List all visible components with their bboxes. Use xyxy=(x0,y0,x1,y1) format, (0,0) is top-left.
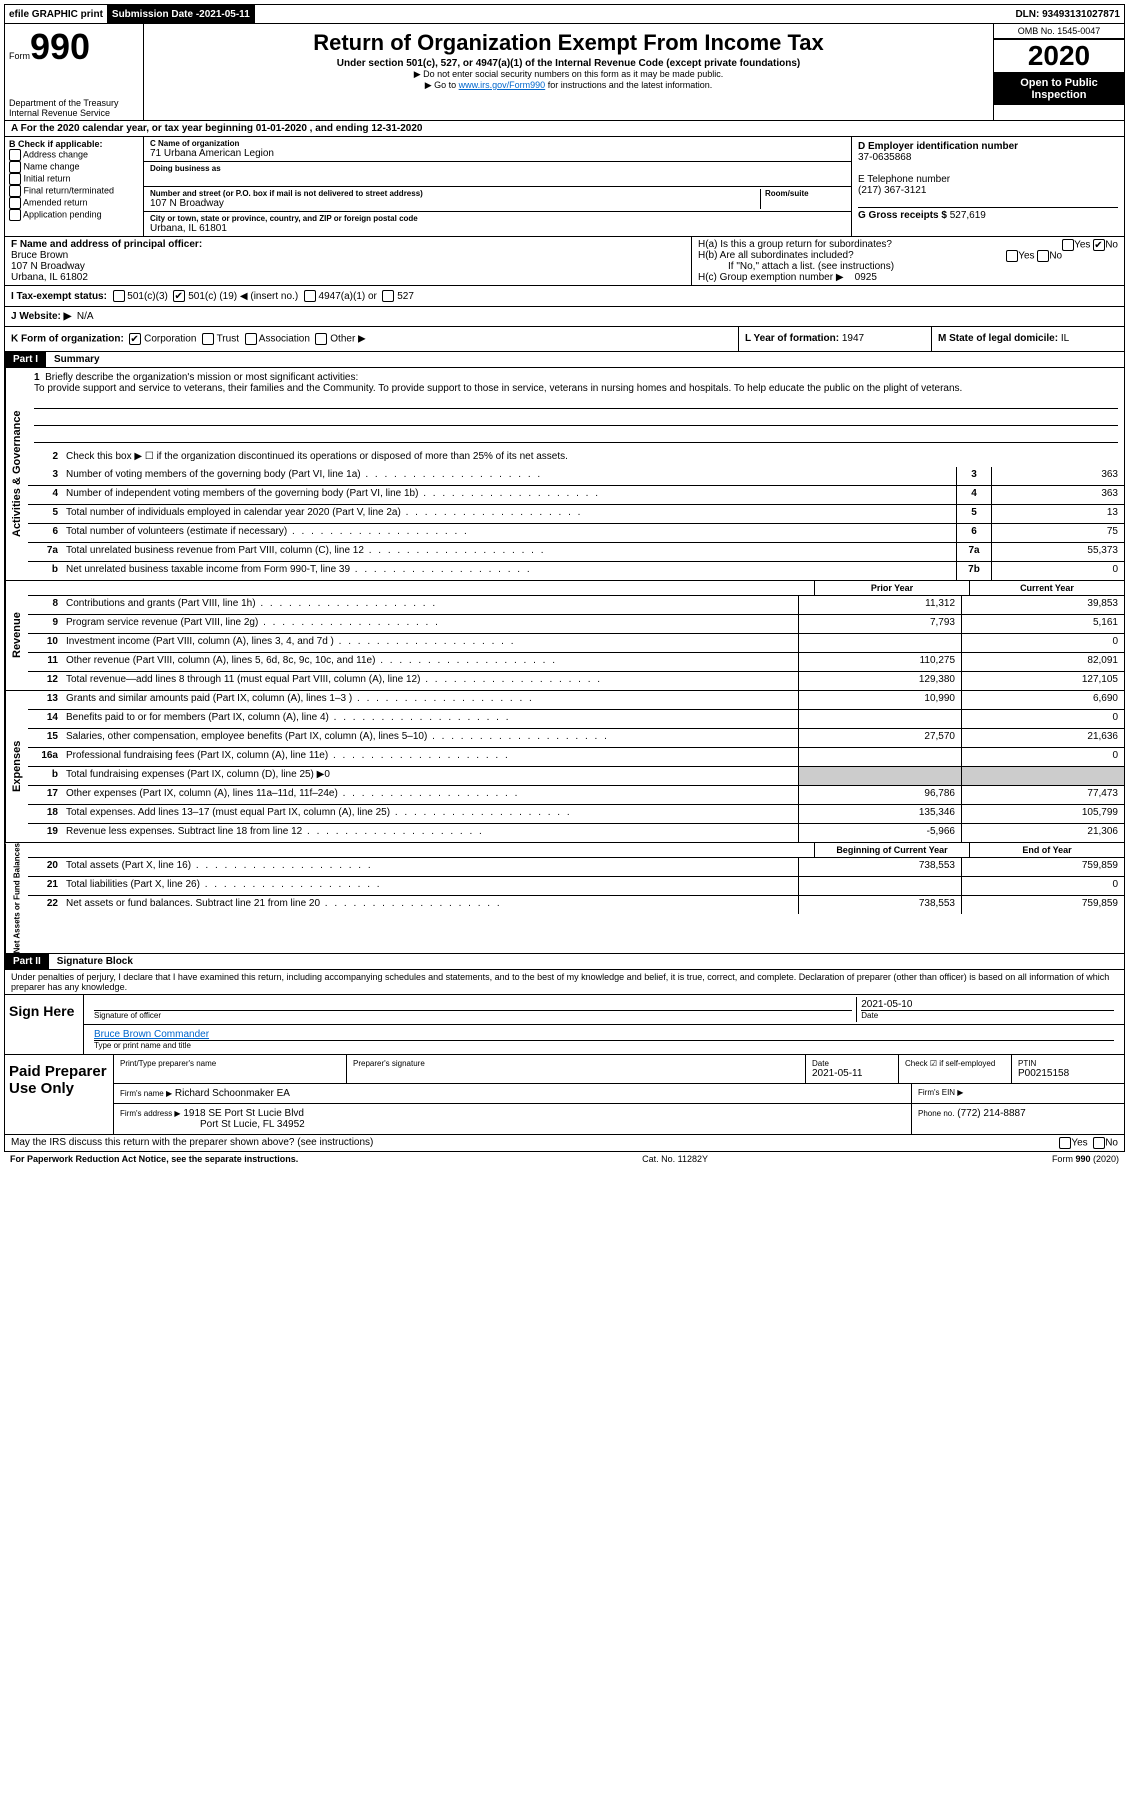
dln: DLN: 93493131027871 xyxy=(1011,5,1124,23)
expense-row: 15Salaries, other compensation, employee… xyxy=(28,729,1124,748)
org-city: Urbana, IL 61801 xyxy=(150,223,845,234)
section-f-h: F Name and address of principal officer:… xyxy=(4,237,1125,286)
telephone: (217) 367-3121 xyxy=(858,185,1118,196)
submission-date: Submission Date - 2021-05-11 xyxy=(108,5,255,23)
box-c: C Name of organization 71 Urbana America… xyxy=(144,137,851,236)
dept-treasury: Department of the Treasury xyxy=(9,98,139,108)
ein: 37-0635868 xyxy=(858,152,1118,163)
summary-row: 6Total number of volunteers (estimate if… xyxy=(28,524,1124,543)
top-bar: efile GRAPHIC print Submission Date - 20… xyxy=(4,4,1125,24)
expense-row: 13Grants and similar amounts paid (Part … xyxy=(28,691,1124,710)
revenue-row: 9Program service revenue (Part VIII, lin… xyxy=(28,615,1124,634)
header-right: OMB No. 1545-0047 2020 Open to Public In… xyxy=(993,24,1124,120)
summary-row: 7aTotal unrelated business revenue from … xyxy=(28,543,1124,562)
org-address: 107 N Broadway xyxy=(150,198,760,209)
activities-governance: Activities & Governance 1 Briefly descri… xyxy=(4,368,1125,581)
netassets-row: 21Total liabilities (Part X, line 26)0 xyxy=(28,877,1124,896)
row-i-tax-status: I Tax-exempt status: 501(c)(3) 501(c) ( … xyxy=(4,286,1125,307)
netassets-row: 20Total assets (Part X, line 16)738,5537… xyxy=(28,858,1124,877)
expense-row: 14Benefits paid to or for members (Part … xyxy=(28,710,1124,729)
line-a: A For the 2020 calendar year, or tax yea… xyxy=(4,121,1125,137)
perjury-text: Under penalties of perjury, I declare th… xyxy=(4,970,1125,995)
row-k-l-m: K Form of organization: Corporation Trus… xyxy=(4,327,1125,352)
box-h: H(a) Is this a group return for subordin… xyxy=(692,237,1124,285)
revenue-section: Revenue Prior Year Current Year 8Contrib… xyxy=(4,581,1125,691)
expense-row: 18Total expenses. Add lines 13–17 (must … xyxy=(28,805,1124,824)
box-f: F Name and address of principal officer:… xyxy=(5,237,692,285)
revenue-row: 8Contributions and grants (Part VIII, li… xyxy=(28,596,1124,615)
irs-label: Internal Revenue Service xyxy=(9,108,139,118)
summary-row: 5Total number of individuals employed in… xyxy=(28,505,1124,524)
revenue-row: 10Investment income (Part VIII, column (… xyxy=(28,634,1124,653)
box-b: B Check if applicable: Address change Na… xyxy=(5,137,144,236)
group-exemption: 0925 xyxy=(855,272,877,283)
omb-number: OMB No. 1545-0047 xyxy=(994,24,1124,39)
summary-row: bNet unrelated business taxable income f… xyxy=(28,562,1124,580)
expense-row: 17Other expenses (Part IX, column (A), l… xyxy=(28,786,1124,805)
summary-row: 4Number of independent voting members of… xyxy=(28,486,1124,505)
gross-receipts: 527,619 xyxy=(950,210,986,221)
part-i-bar: Part I Summary xyxy=(4,352,1125,368)
part-ii-bar: Part II Signature Block xyxy=(4,954,1125,970)
expense-row: bTotal fundraising expenses (Part IX, co… xyxy=(28,767,1124,786)
net-assets-section: Net Assets or Fund Balances Beginning of… xyxy=(4,843,1125,954)
efile-label: efile GRAPHIC print xyxy=(5,5,108,23)
expense-row: 16aProfessional fundraising fees (Part I… xyxy=(28,748,1124,767)
form-subtitle: Under section 501(c), 527, or 4947(a)(1)… xyxy=(148,58,989,69)
summary-row: 3Number of voting members of the governi… xyxy=(28,467,1124,486)
tax-year: 2020 xyxy=(994,39,1124,73)
revenue-row: 12Total revenue—add lines 8 through 11 (… xyxy=(28,672,1124,690)
row-j-website: J Website: ▶ N/A xyxy=(4,307,1125,327)
mission-text: To provide support and service to vetera… xyxy=(34,383,1118,394)
footer: For Paperwork Reduction Act Notice, see … xyxy=(4,1152,1125,1166)
link-note: ▶ Go to www.irs.gov/Form990 for instruct… xyxy=(148,80,989,91)
revenue-row: 11Other revenue (Part VIII, column (A), … xyxy=(28,653,1124,672)
form-number-box: Form990 Department of the Treasury Inter… xyxy=(5,24,144,120)
form990-link[interactable]: www.irs.gov/Form990 xyxy=(459,80,546,90)
form-header: Form990 Department of the Treasury Inter… xyxy=(4,24,1125,121)
form-title-box: Return of Organization Exempt From Incom… xyxy=(144,24,993,120)
officer-name[interactable]: Bruce Brown Commander xyxy=(94,1029,209,1040)
form-title: Return of Organization Exempt From Incom… xyxy=(148,30,989,56)
public-inspection: Open to Public Inspection xyxy=(994,73,1124,105)
ssn-note: ▶ Do not enter social security numbers o… xyxy=(148,69,989,80)
sign-here-block: Sign Here Signature of officer 2021-05-1… xyxy=(4,995,1125,1055)
section-b-to-g: B Check if applicable: Address change Na… xyxy=(4,137,1125,237)
expense-row: 19Revenue less expenses. Subtract line 1… xyxy=(28,824,1124,842)
paid-preparer-block: Paid Preparer Use Only Print/Type prepar… xyxy=(4,1055,1125,1135)
netassets-row: 22Net assets or fund balances. Subtract … xyxy=(28,896,1124,914)
expenses-section: Expenses 13Grants and similar amounts pa… xyxy=(4,691,1125,843)
discuss-row: May the IRS discuss this return with the… xyxy=(4,1135,1125,1152)
box-d-e-g: D Employer identification number 37-0635… xyxy=(851,137,1124,236)
org-name: 71 Urbana American Legion xyxy=(150,148,845,159)
